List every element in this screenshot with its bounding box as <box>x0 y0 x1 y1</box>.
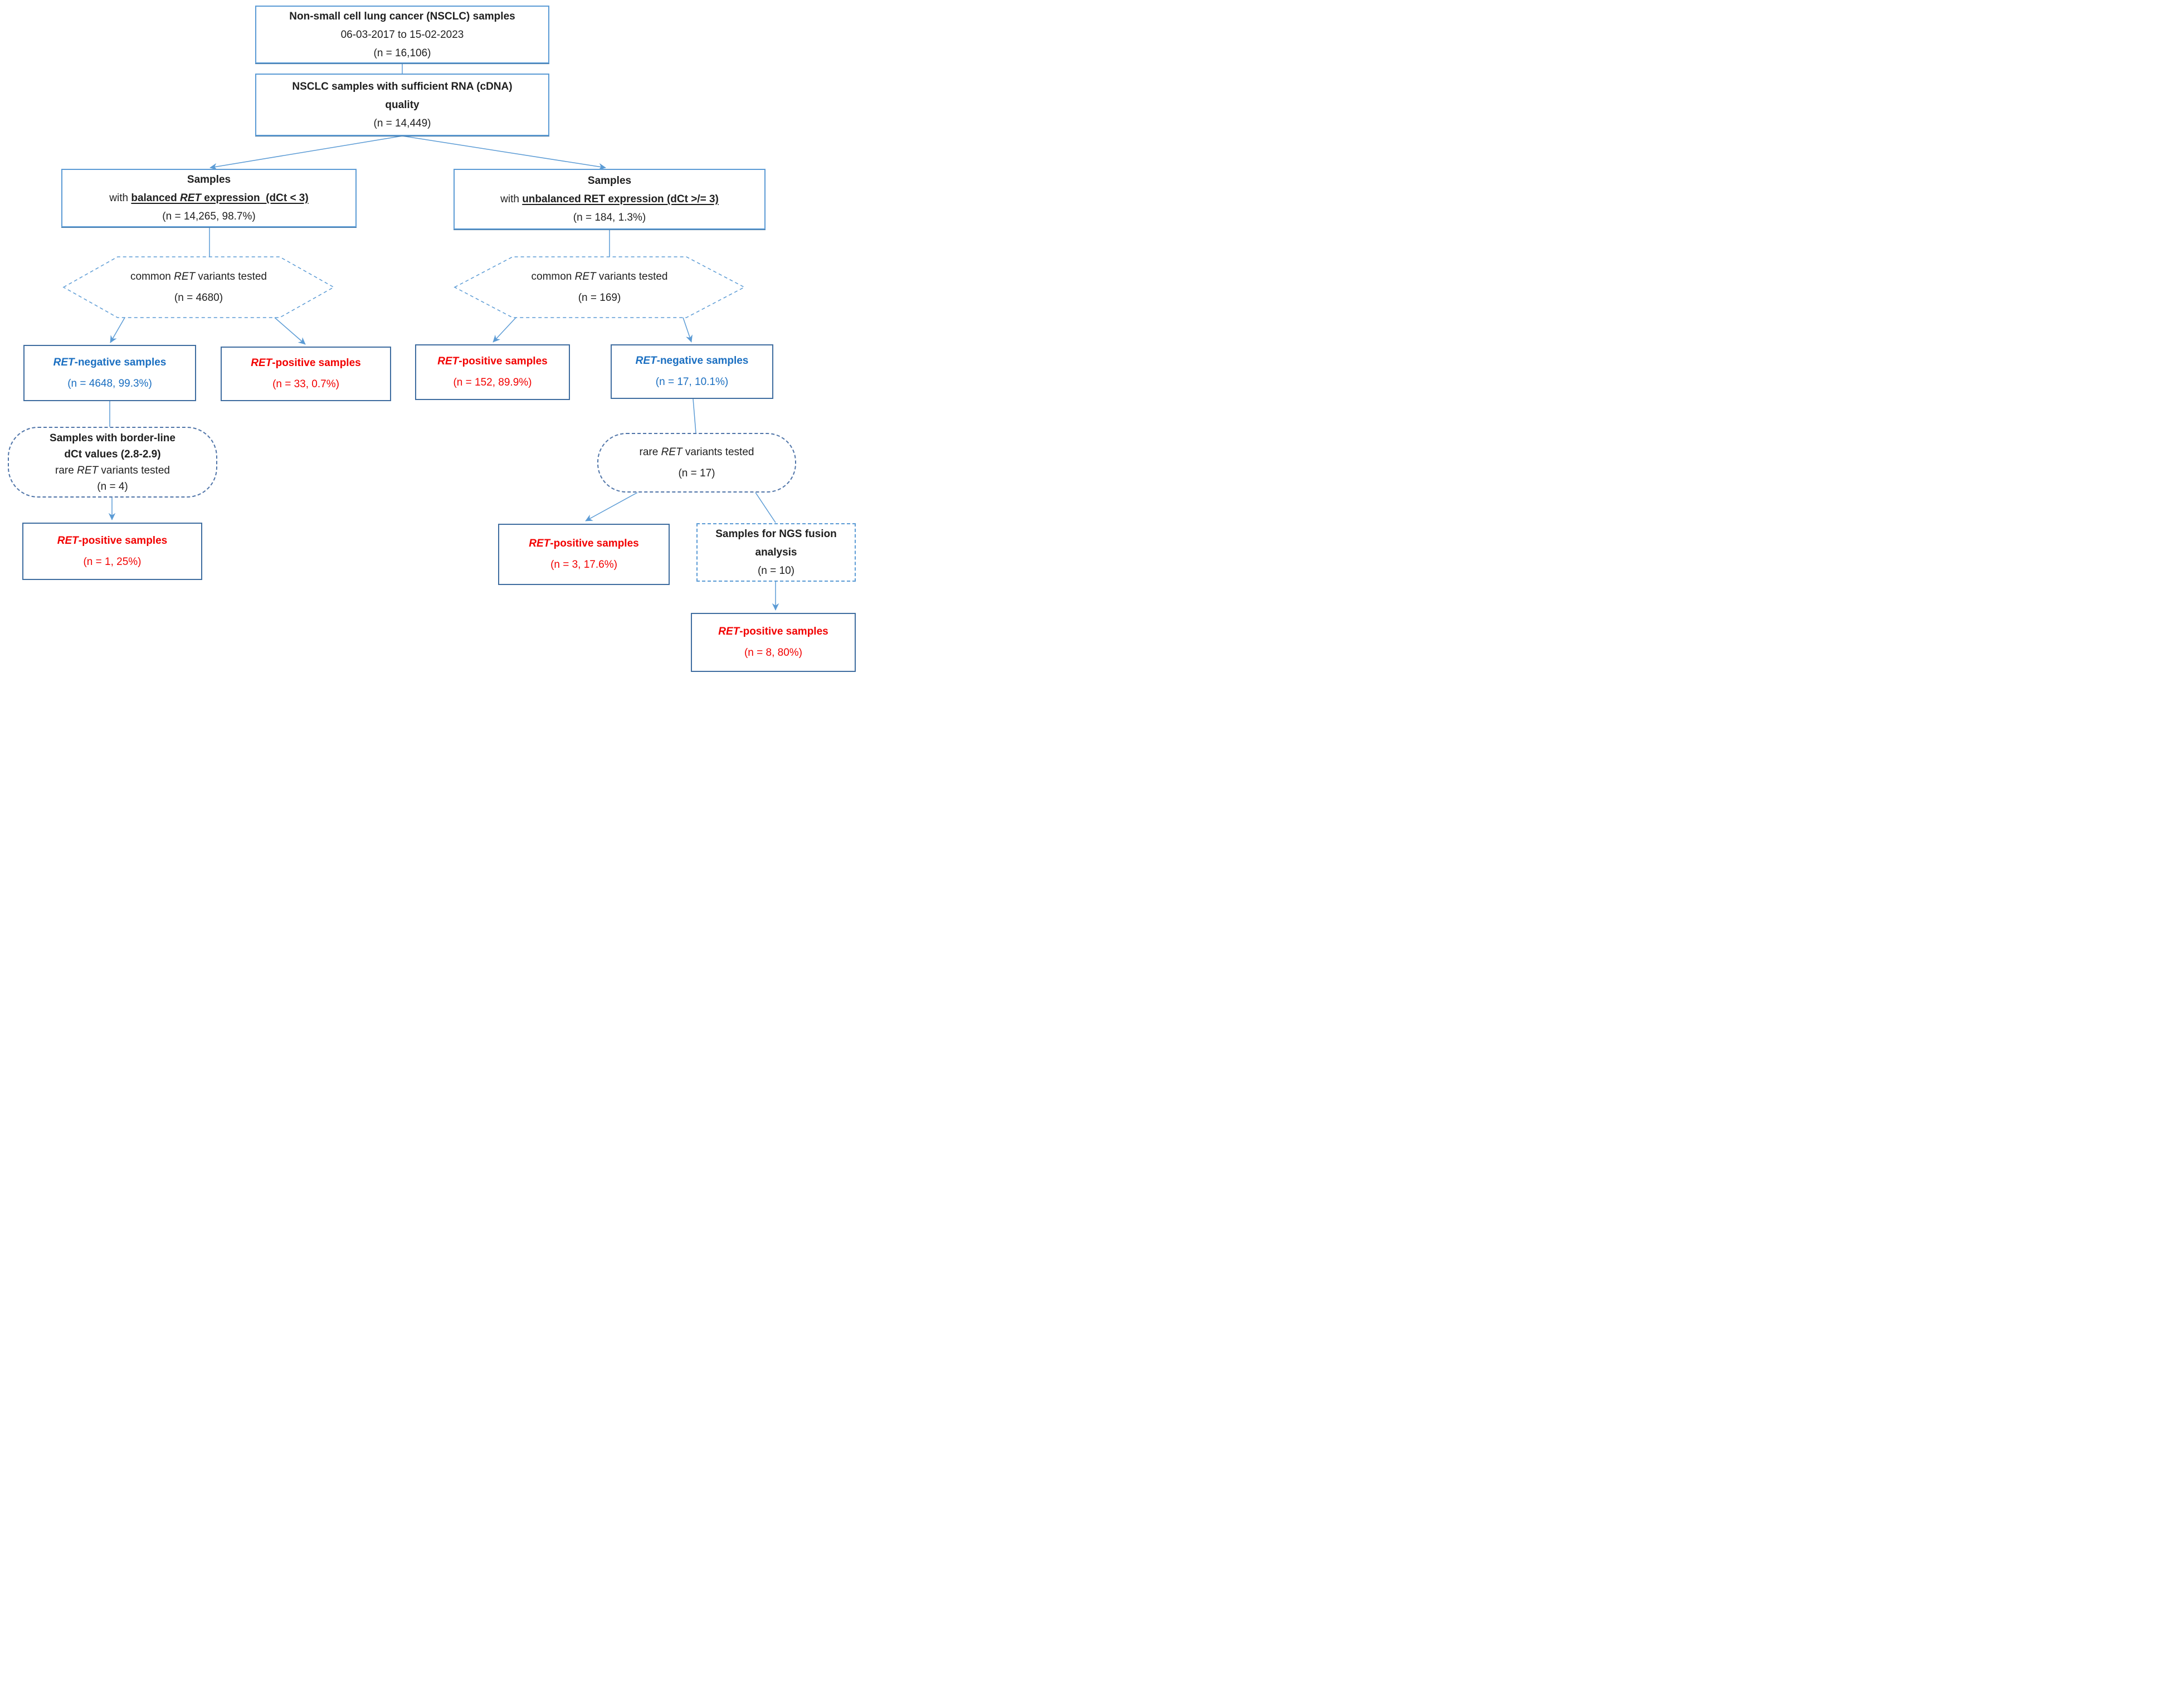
node-line: with unbalanced RET expression (dCt >/= … <box>500 193 719 205</box>
edge-negative-to-rare-tested <box>693 398 696 433</box>
node-line: NSCLC samples with sufficient RNA (cDNA) <box>292 80 513 92</box>
node-rare-variants-tested: rare RET variants tested (n = 17) <box>597 433 796 493</box>
node-line: Samples for NGS fusion <box>715 528 837 540</box>
edge-common-to-ret-positive-left <box>274 317 306 345</box>
node-line: (n = 4648, 99.3%) <box>67 377 152 389</box>
flowchart-canvas: Non-small cell lung cancer (NSCLC) sampl… <box>0 0 874 679</box>
node-line: Samples <box>587 175 632 187</box>
node-line: RET-positive samples <box>57 534 168 547</box>
node-line: (n = 14,265, 98.7%) <box>162 211 256 222</box>
node-line: (n = 4) <box>97 480 128 493</box>
node-line: RET-positive samples <box>251 357 361 369</box>
node-line: analysis <box>755 547 797 558</box>
node-line: Samples with border-line <box>50 432 176 444</box>
node-line: rare RET variants tested <box>55 464 170 476</box>
node-line: (n = 8, 80%) <box>744 647 803 659</box>
node-ret-negative-balanced: RET-negative samples (n = 4648, 99.3%) <box>23 345 196 401</box>
node-common-variants-tested-right: common RET variants tested (n = 169) <box>455 257 744 318</box>
node-line: with balanced RET expression (dCt < 3) <box>109 192 309 204</box>
node-line: (n = 3, 17.6%) <box>550 559 617 571</box>
node-line: Samples <box>187 174 231 186</box>
node-line: rare RET variants tested <box>639 446 754 458</box>
node-rna-quality: NSCLC samples with sufficient RNA (cDNA)… <box>255 74 549 136</box>
node-line: (n = 17, 10.1%) <box>655 376 729 388</box>
node-line: (n = 33, 0.7%) <box>272 378 339 390</box>
node-unbalanced-expression: Samples with unbalanced RET expression (d… <box>454 169 766 230</box>
node-line: RET-negative samples <box>635 355 749 367</box>
node-line: RET-negative samples <box>53 356 167 368</box>
edge-common-to-ret-positive-right <box>493 317 516 343</box>
node-line: common RET variants tested <box>130 270 267 282</box>
node-ret-positive-rare: RET-positive samples (n = 3, 17.6%) <box>498 524 670 585</box>
node-ret-positive-balanced: RET-positive samples (n = 33, 0.7%) <box>221 347 391 401</box>
node-ret-positive-borderline: RET-positive samples (n = 1, 25%) <box>22 523 202 580</box>
node-line: RET-positive samples <box>437 355 548 367</box>
connector-layer <box>62 64 779 611</box>
edge-common-to-ret-negative-right <box>682 317 693 343</box>
node-ngs-fusion-analysis: Samples for NGS fusion analysis (n = 10) <box>696 523 856 582</box>
node-borderline-dct: Samples with border-line dCt values (2.8-… <box>8 427 217 498</box>
node-line: (n = 184, 1.3%) <box>573 212 646 223</box>
node-line: (n = 14,449) <box>373 117 431 129</box>
node-common-variants-tested-left: common RET variants tested (n = 4680) <box>64 257 334 318</box>
node-line: Non-small cell lung cancer (NSCLC) sampl… <box>289 10 515 22</box>
node-line: (n = 17) <box>678 467 715 479</box>
node-line: (n = 1, 25%) <box>83 555 142 568</box>
node-nsclc-total: Non-small cell lung cancer (NSCLC) sampl… <box>255 6 549 64</box>
edge-common-to-ret-negative-left <box>110 317 125 343</box>
node-line: (n = 10) <box>757 565 794 577</box>
node-line: dCt values (2.8-2.9) <box>64 448 161 460</box>
edge-quality-to-balanced <box>209 135 403 170</box>
node-line: (n = 169) <box>578 291 621 304</box>
node-balanced-expression: Samples with balanced RET expression (dCt… <box>61 169 357 227</box>
node-ret-negative-unbalanced: RET-negative samples (n = 17, 10.1%) <box>611 344 773 399</box>
node-line: (n = 152, 89.9%) <box>453 377 532 388</box>
edge-quality-to-unbalanced <box>402 135 606 170</box>
node-ret-positive-unbalanced: RET-positive samples (n = 152, 89.9%) <box>415 344 570 400</box>
node-line: 06-03-2017 to 15-02-2023 <box>340 28 464 41</box>
node-line: RET-positive samples <box>529 538 639 549</box>
node-line: RET-positive samples <box>718 626 828 637</box>
edge-rare-to-ret-positive <box>585 492 638 522</box>
node-line: (n = 4680) <box>174 291 223 304</box>
node-line: quality <box>385 99 420 111</box>
node-ret-positive-ngs: RET-positive samples (n = 8, 80%) <box>691 613 856 672</box>
hexagon-shape-left <box>62 256 335 318</box>
node-line: (n = 16,106) <box>373 47 431 59</box>
edge-rare-to-ngs <box>755 492 776 523</box>
node-line: common RET variants tested <box>531 270 668 282</box>
